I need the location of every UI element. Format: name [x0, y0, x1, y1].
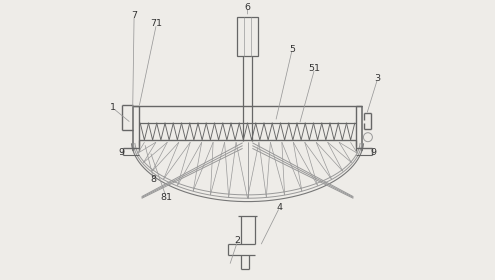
Text: 2: 2	[235, 236, 241, 245]
Text: 4: 4	[277, 203, 283, 212]
Text: 81: 81	[160, 193, 172, 202]
Text: 9: 9	[118, 148, 124, 157]
Bar	[237, 17, 258, 56]
Text: 7: 7	[131, 11, 137, 20]
Text: 51: 51	[309, 64, 321, 73]
Text: 9: 9	[370, 148, 376, 157]
Text: 6: 6	[245, 3, 250, 11]
Text: 71: 71	[150, 19, 162, 28]
Text: 3: 3	[375, 74, 381, 83]
Text: 8: 8	[150, 175, 157, 184]
Text: 1: 1	[109, 103, 115, 112]
Text: 5: 5	[289, 45, 296, 53]
